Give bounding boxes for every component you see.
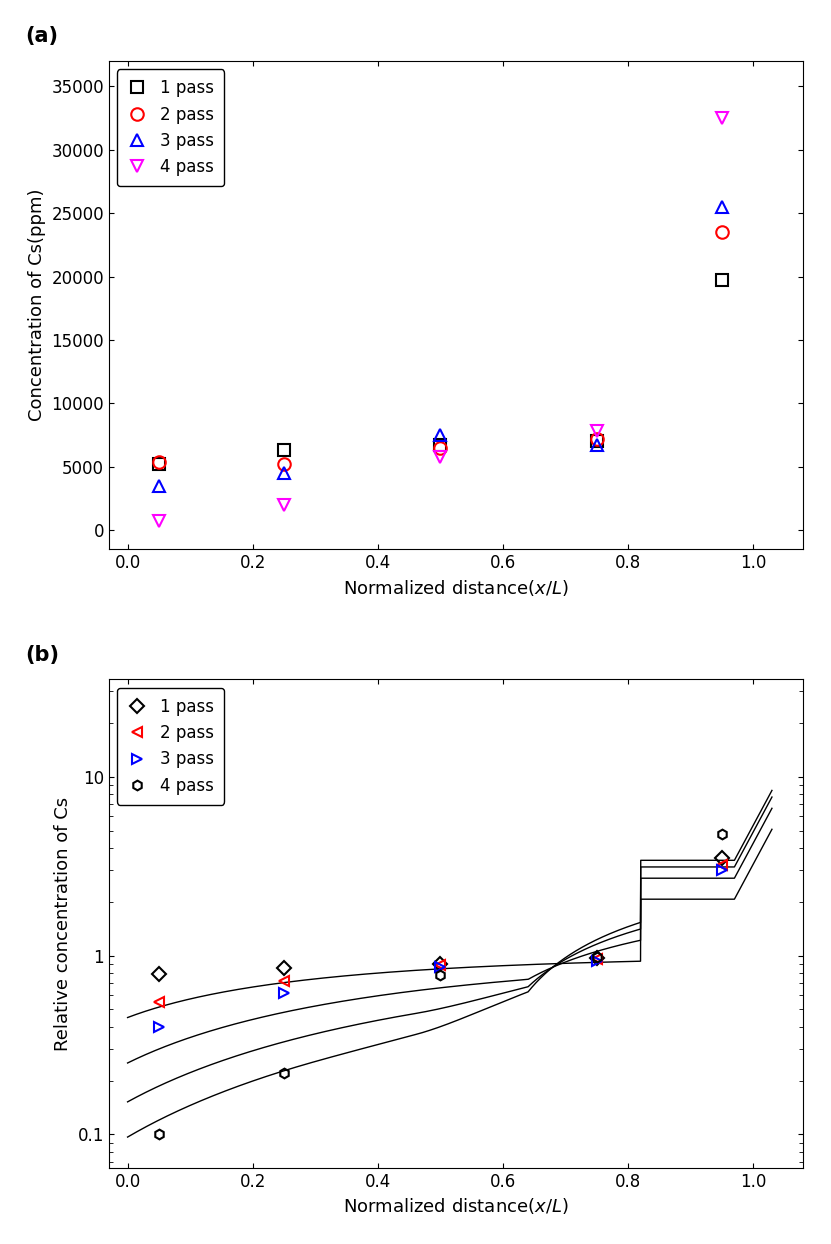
- 3 pass: [592, 438, 602, 453]
- 3 pass: [717, 863, 727, 878]
- 2 pass: [717, 857, 727, 872]
- Text: (a): (a): [26, 26, 58, 46]
- 2 pass: [435, 440, 445, 455]
- 1 pass: [592, 950, 602, 965]
- Text: (b): (b): [26, 644, 60, 664]
- 2 pass: [279, 974, 289, 989]
- 3 pass: [435, 960, 445, 975]
- 3 pass: [592, 954, 602, 969]
- 3 pass: [154, 1019, 164, 1034]
- 1 pass: [154, 457, 164, 471]
- Line: 4 pass: 4 pass: [153, 112, 728, 527]
- Line: 3 pass: 3 pass: [154, 866, 727, 1031]
- X-axis label: Normalized distance($x/L$): Normalized distance($x/L$): [343, 577, 569, 597]
- Line: 4 pass: 4 pass: [154, 829, 727, 1140]
- 2 pass: [154, 454, 164, 469]
- Legend: 1 pass, 2 pass, 3 pass, 4 pass: 1 pass, 2 pass, 3 pass, 4 pass: [117, 70, 224, 187]
- Line: 1 pass: 1 pass: [154, 853, 727, 979]
- Legend: 1 pass, 2 pass, 3 pass, 4 pass: 1 pass, 2 pass, 3 pass, 4 pass: [117, 688, 224, 805]
- 1 pass: [717, 851, 727, 866]
- 4 pass: [154, 1127, 164, 1142]
- 4 pass: [717, 111, 727, 126]
- 1 pass: [154, 967, 164, 982]
- 2 pass: [435, 958, 445, 973]
- 1 pass: [435, 438, 445, 453]
- 3 pass: [435, 428, 445, 443]
- 2 pass: [592, 952, 602, 967]
- 4 pass: [435, 968, 445, 983]
- 4 pass: [717, 826, 727, 841]
- 1 pass: [435, 957, 445, 972]
- Y-axis label: Relative concentration of Cs: Relative concentration of Cs: [54, 796, 72, 1051]
- 1 pass: [592, 434, 602, 449]
- 2 pass: [279, 457, 289, 471]
- 4 pass: [279, 1066, 289, 1081]
- X-axis label: Normalized distance($x/L$): Normalized distance($x/L$): [343, 1197, 569, 1217]
- Line: 2 pass: 2 pass: [153, 226, 728, 470]
- 4 pass: [435, 449, 445, 464]
- 3 pass: [154, 479, 164, 494]
- 1 pass: [717, 272, 727, 287]
- 2 pass: [592, 432, 602, 447]
- Line: 2 pass: 2 pass: [154, 861, 727, 1006]
- 4 pass: [279, 498, 289, 513]
- 4 pass: [592, 424, 602, 439]
- 3 pass: [279, 465, 289, 480]
- Line: 1 pass: 1 pass: [153, 274, 728, 470]
- 1 pass: [279, 443, 289, 458]
- 3 pass: [717, 199, 727, 214]
- Y-axis label: Concentration of Cs(ppm): Concentration of Cs(ppm): [27, 189, 46, 422]
- 2 pass: [154, 994, 164, 1009]
- Line: 3 pass: 3 pass: [153, 200, 728, 493]
- 4 pass: [154, 514, 164, 529]
- 3 pass: [279, 985, 289, 1000]
- 2 pass: [717, 225, 727, 240]
- 1 pass: [279, 960, 289, 975]
- 4 pass: [592, 949, 602, 964]
